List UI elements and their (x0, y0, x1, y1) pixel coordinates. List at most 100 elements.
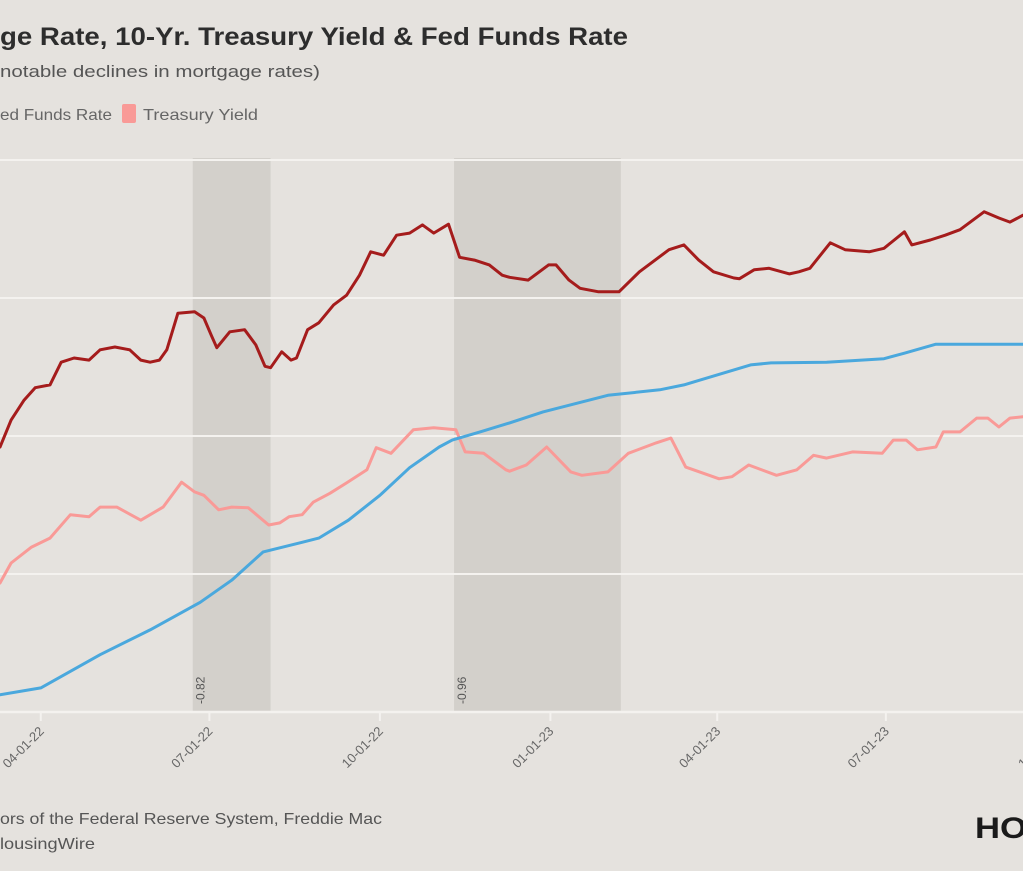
data-point-treasury (139, 518, 143, 522)
series-lines (0, 210, 1023, 697)
data-point-treasury (345, 481, 348, 485)
data-point-mortgage (473, 258, 476, 262)
data-point-treasury (432, 426, 435, 429)
data-point-treasury (278, 521, 282, 525)
housingwire-logo: HO (975, 812, 1023, 845)
data-point-mortgage (712, 270, 715, 273)
data-point-mortgage (882, 247, 886, 250)
data-point-treasury (916, 448, 919, 451)
data-point-treasury (569, 470, 573, 474)
data-point-fed-funds (230, 579, 233, 582)
data-point-treasury (942, 430, 945, 434)
data-point-fed-funds (769, 361, 773, 365)
data-point-fed-funds (0, 693, 2, 696)
data-point-treasury (0, 581, 2, 585)
data-point-treasury (247, 506, 250, 509)
data-point-treasury (180, 481, 183, 484)
data-point-mortgage (215, 346, 219, 349)
data-point-fed-funds (934, 343, 938, 346)
data-point-mortgage (113, 345, 117, 349)
data-point-mortgage (554, 263, 558, 267)
series-line-treasury (0, 415, 1023, 585)
data-point-mortgage (501, 274, 504, 277)
data-point-treasury (730, 475, 734, 478)
data-point-mortgage (447, 222, 450, 226)
data-point-mortgage (929, 238, 932, 242)
data-point-treasury (545, 445, 548, 449)
data-point-mortgage (829, 241, 832, 244)
data-point-mortgage (332, 303, 335, 307)
data-point-mortgage (72, 356, 76, 360)
data-point-treasury (580, 474, 584, 477)
data-point-mortgage (193, 310, 196, 313)
legend-swatch-treasury (122, 104, 136, 123)
legend-label-treasury: Treasury Yield (143, 107, 258, 124)
data-point-fed-funds (682, 383, 686, 387)
data-point-fed-funds (606, 394, 610, 397)
data-point-mortgage (767, 267, 771, 270)
data-point-treasury (717, 477, 721, 480)
data-point-treasury (300, 513, 304, 516)
data-point-fed-funds (317, 536, 320, 540)
data-point-treasury (905, 438, 908, 442)
data-point-mortgage (526, 278, 530, 282)
data-point-mortgage (280, 350, 283, 354)
data-point-treasury (98, 505, 102, 509)
data-point-fed-funds (39, 686, 42, 690)
data-point-mortgage (210, 334, 213, 337)
data-point-treasury (217, 508, 220, 512)
data-point-treasury (161, 505, 165, 509)
data-point-treasury (267, 523, 270, 527)
data-point-mortgage (254, 343, 257, 347)
data-point-fed-funds (408, 466, 411, 469)
data-point-treasury (654, 441, 658, 445)
data-point-treasury (958, 430, 962, 434)
data-point-treasury (30, 545, 33, 549)
data-point-treasury (747, 463, 750, 467)
data-point-mortgage (395, 234, 398, 237)
x-tick-label: 01-01-23 (509, 724, 556, 771)
data-point-mortgage (317, 321, 320, 325)
data-point-mortgage (903, 230, 906, 233)
data-point-treasury (851, 450, 854, 454)
data-point-mortgage (421, 223, 424, 227)
x-tick-label: 07-01-22 (168, 724, 215, 771)
data-point-mortgage (59, 360, 63, 364)
data-point-fed-funds (198, 601, 202, 604)
data-point-fed-funds (749, 363, 752, 367)
data-point-mortgage (9, 418, 13, 422)
data-point-treasury (892, 438, 895, 442)
data-point-treasury (454, 428, 458, 431)
data-point-fed-funds (882, 357, 886, 360)
data-point-mortgage (667, 248, 671, 251)
data-point-mortgage (139, 358, 143, 362)
x-tick-label: 04-01-23 (676, 724, 723, 771)
data-point-mortgage (289, 358, 293, 362)
data-point-treasury (812, 454, 815, 457)
data-point-fed-funds (438, 445, 441, 449)
data-point-mortgage (982, 210, 986, 213)
data-point-fed-funds (378, 494, 382, 497)
data-point-treasury (997, 425, 1001, 429)
data-point-treasury (880, 452, 884, 455)
data-point-mortgage (0, 445, 2, 449)
data-point-mortgage (128, 348, 131, 351)
data-point-mortgage (263, 365, 267, 368)
data-point-mortgage (578, 287, 582, 290)
data-point-treasury (389, 452, 393, 455)
data-point-mortgage (697, 258, 700, 262)
credit-text: lousingWire (0, 836, 95, 853)
data-point-mortgage (508, 276, 511, 279)
data-point-treasury (508, 469, 511, 473)
data-point-treasury (669, 436, 673, 440)
data-point-mortgage (345, 294, 348, 297)
gridlines (0, 159, 1023, 721)
x-axis: 04-01-22 07-01-22 10-01-22 01-01-23 04-0… (0, 724, 1023, 771)
data-point-treasury (463, 450, 467, 454)
data-point-treasury (193, 490, 196, 494)
data-point-fed-funds (541, 410, 545, 414)
data-point-mortgage (547, 263, 550, 267)
data-point-treasury (328, 492, 332, 495)
x-tick-label: 10-01-22 (339, 724, 386, 771)
